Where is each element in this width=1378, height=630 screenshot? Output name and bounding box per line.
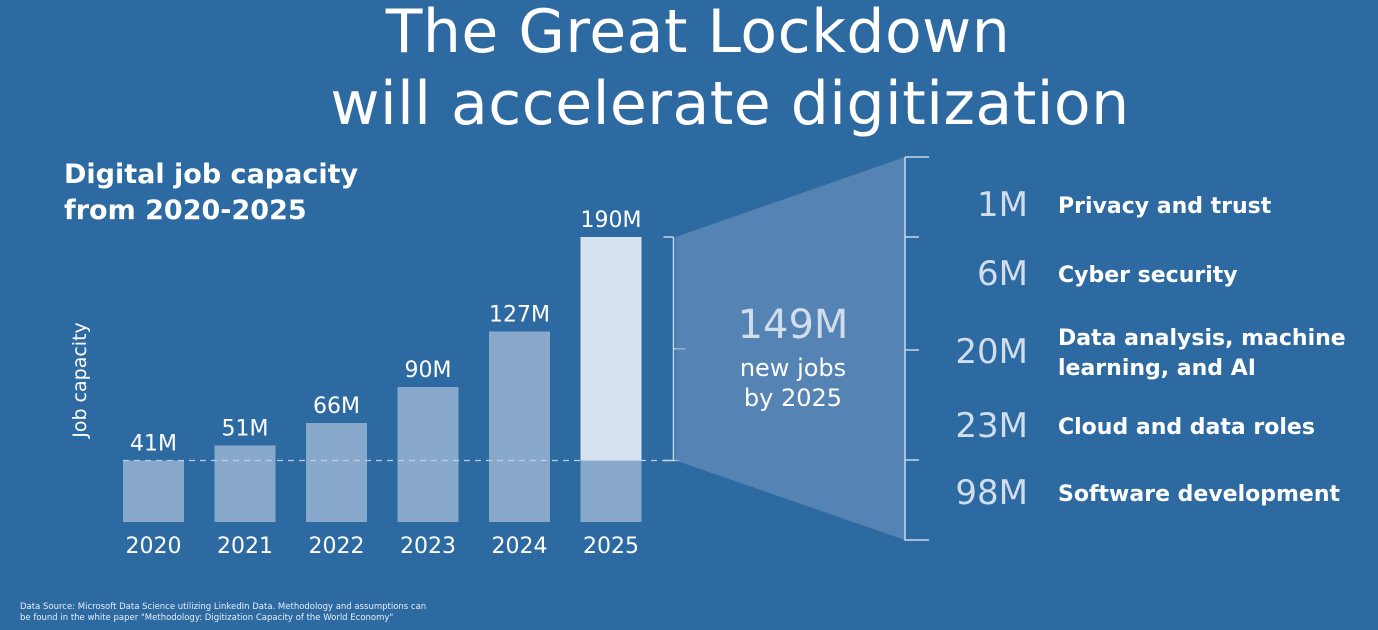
breakdown-label-3-line-1: Data analysis, machine bbox=[1058, 326, 1346, 351]
data-label-2025: 190M bbox=[581, 208, 642, 233]
bar-2021 bbox=[214, 445, 276, 522]
bar-2020 bbox=[123, 460, 184, 522]
new-jobs-caption-line-2: by 2025 bbox=[744, 384, 842, 412]
data-source-line-2: be found in the white paper "Methodology… bbox=[20, 613, 394, 623]
breakdown-label-3-line-2: learning, and AI bbox=[1058, 356, 1256, 381]
breakdown-value-3: 20M bbox=[955, 332, 1028, 372]
bar-2022 bbox=[306, 423, 367, 522]
breakdown-value-5: 98M bbox=[955, 473, 1028, 513]
data-label-2020: 41M bbox=[130, 432, 177, 457]
data-label-2021: 51M bbox=[222, 417, 269, 442]
x-tick-label-2023: 2023 bbox=[400, 534, 456, 559]
breakdown-value-4: 23M bbox=[955, 406, 1028, 446]
page-title-line-2: will accelerate digitization bbox=[330, 69, 1130, 139]
data-label-2024: 127M bbox=[489, 303, 550, 328]
data-source-note: Data Source: Microsoft Data Science util… bbox=[20, 602, 500, 624]
bar-2024 bbox=[489, 331, 550, 522]
chart-title-line-2: from 2020-2025 bbox=[64, 195, 307, 226]
data-label-2023: 90M bbox=[405, 358, 452, 383]
breakdown-value-2: 6M bbox=[977, 254, 1028, 294]
new-jobs-caption-line-1: new jobs bbox=[740, 354, 846, 382]
new-jobs-total: 149M bbox=[738, 302, 849, 348]
x-tick-label-2021: 2021 bbox=[217, 534, 273, 559]
chart-area: Job capacity 41M 2020 51M 2021 66M 2022 90M 2023… bbox=[69, 156, 1346, 559]
x-tick-label-2025: 2025 bbox=[583, 534, 639, 559]
data-source-line-1: Data Source: Microsoft Data Science util… bbox=[20, 602, 427, 612]
chart-title-line-1: Digital job capacity bbox=[64, 159, 359, 190]
breakdown-label-2-line-1: Cyber security bbox=[1058, 263, 1238, 288]
breakdown-bracket bbox=[904, 156, 929, 541]
x-tick-label-2024: 2024 bbox=[492, 534, 548, 559]
breakdown-label-1-line-1: Privacy and trust bbox=[1058, 194, 1272, 219]
bar-highlight-segment bbox=[580, 237, 642, 461]
funnel-shape bbox=[675, 157, 905, 540]
bar-2025 bbox=[580, 460, 642, 522]
breakdown-label-4-line-1: Cloud and data roles bbox=[1058, 415, 1315, 440]
bar-2023 bbox=[397, 387, 459, 522]
page-title-line-1: The Great Lockdown bbox=[385, 0, 1011, 67]
breakdown-label-5-line-1: Software development bbox=[1058, 482, 1340, 507]
breakdown-value-1: 1M bbox=[977, 185, 1028, 225]
data-label-2022: 66M bbox=[313, 394, 360, 419]
x-tick-label-2022: 2022 bbox=[309, 534, 365, 559]
x-tick-label-2020: 2020 bbox=[126, 534, 182, 559]
y-axis-label: Job capacity bbox=[69, 322, 91, 439]
